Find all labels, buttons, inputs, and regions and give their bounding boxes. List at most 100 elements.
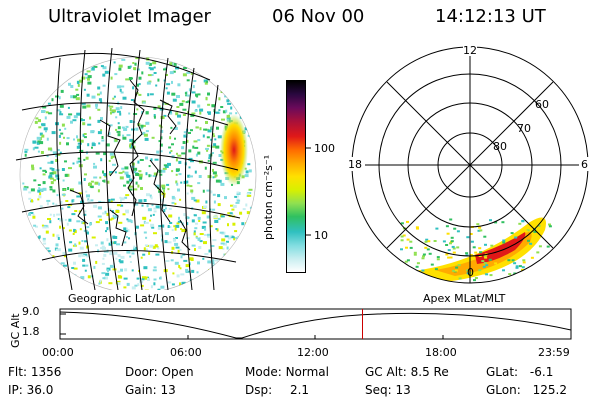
image-pixel: [212, 161, 217, 164]
image-pixel: [141, 71, 144, 75]
image-pixel: [197, 104, 201, 108]
image-pixel: [515, 265, 519, 268]
image-pixel: [164, 165, 169, 168]
image-pixel: [162, 185, 165, 189]
image-pixel: [116, 130, 121, 133]
image-pixel: [149, 219, 152, 222]
image-pixel: [84, 269, 87, 272]
image-pixel: [134, 63, 137, 66]
image-pixel: [51, 168, 55, 171]
image-pixel: [226, 240, 229, 243]
image-pixel: [76, 145, 81, 149]
image-pixel: [102, 66, 107, 70]
image-pixel: [109, 152, 114, 156]
image-pixel: [66, 115, 71, 119]
image-pixel: [153, 282, 156, 286]
image-pixel: [185, 216, 189, 220]
image-pixel: [79, 228, 82, 231]
image-pixel: [494, 221, 498, 224]
image-pixel: [114, 171, 117, 174]
image-pixel: [88, 183, 92, 186]
image-pixel: [48, 112, 53, 115]
image-pixel: [453, 227, 457, 230]
image-pixel: [110, 76, 113, 80]
image-pixel: [91, 236, 96, 239]
image-pixel: [211, 145, 216, 148]
image-pixel: [135, 127, 139, 131]
image-pixel: [113, 61, 116, 64]
image-pixel: [70, 85, 74, 88]
image-pixel: [185, 101, 189, 104]
image-pixel: [183, 67, 188, 69]
image-pixel: [77, 138, 81, 142]
image-pixel: [436, 256, 440, 259]
image-pixel: [106, 238, 109, 242]
image-pixel: [33, 179, 37, 182]
image-pixel: [129, 188, 133, 191]
image-pixel: [72, 233, 75, 235]
image-pixel: [546, 280, 550, 283]
image-pixel: [524, 230, 528, 233]
image-pixel: [446, 232, 450, 235]
image-pixel: [170, 150, 173, 152]
image-pixel: [169, 136, 172, 140]
image-pixel: [192, 85, 195, 89]
image-pixel: [80, 276, 85, 280]
image-pixel: [87, 81, 92, 85]
image-pixel: [63, 264, 67, 267]
image-pixel: [530, 256, 534, 259]
image-pixel: [113, 251, 118, 255]
image-pixel: [127, 65, 131, 69]
image-pixel: [187, 174, 191, 178]
image-pixel: [199, 233, 204, 235]
image-pixel: [248, 169, 252, 173]
image-pixel: [212, 176, 215, 179]
image-pixel: [147, 278, 150, 281]
image-pixel: [78, 79, 83, 83]
image-pixel: [107, 269, 109, 273]
image-pixel: [152, 213, 155, 216]
image-pixel: [102, 257, 105, 260]
image-pixel: [230, 106, 233, 110]
image-pixel: [175, 237, 178, 239]
image-pixel: [124, 268, 128, 272]
image-pixel: [228, 114, 230, 118]
image-pixel: [474, 251, 478, 254]
image-pixel: [413, 251, 417, 254]
image-pixel: [202, 221, 207, 224]
image-pixel: [72, 162, 75, 165]
image-pixel: [153, 115, 156, 119]
image-pixel: [36, 141, 40, 145]
image-pixel: [177, 154, 182, 157]
image-pixel: [49, 220, 52, 224]
image-pixel: [140, 224, 145, 227]
image-pixel: [177, 114, 181, 118]
image-pixel: [421, 257, 425, 260]
image-pixel: [164, 240, 168, 244]
image-pixel: [502, 239, 506, 242]
image-pixel: [198, 175, 202, 178]
image-pixel: [541, 278, 545, 281]
image-pixel: [166, 91, 170, 95]
image-pixel: [101, 139, 105, 142]
colorbar: [286, 80, 306, 273]
image-pixel: [180, 255, 183, 259]
dsp-info: Dsp: 2.1: [245, 383, 310, 397]
image-pixel: [62, 251, 66, 255]
image-pixel: [76, 195, 81, 198]
image-pixel: [120, 91, 124, 94]
image-pixel: [84, 210, 87, 213]
image-pixel: [126, 250, 131, 254]
image-pixel: [120, 197, 125, 201]
image-pixel: [55, 95, 59, 98]
image-pixel: [199, 127, 202, 131]
image-pixel: [66, 142, 69, 146]
image-pixel: [80, 252, 84, 256]
image-pixel: [163, 194, 166, 198]
image-pixel: [211, 262, 215, 265]
image-pixel: [59, 113, 64, 116]
image-pixel: [220, 242, 225, 245]
image-pixel: [47, 147, 52, 151]
image-pixel: [85, 255, 89, 258]
image-pixel: [97, 189, 100, 193]
